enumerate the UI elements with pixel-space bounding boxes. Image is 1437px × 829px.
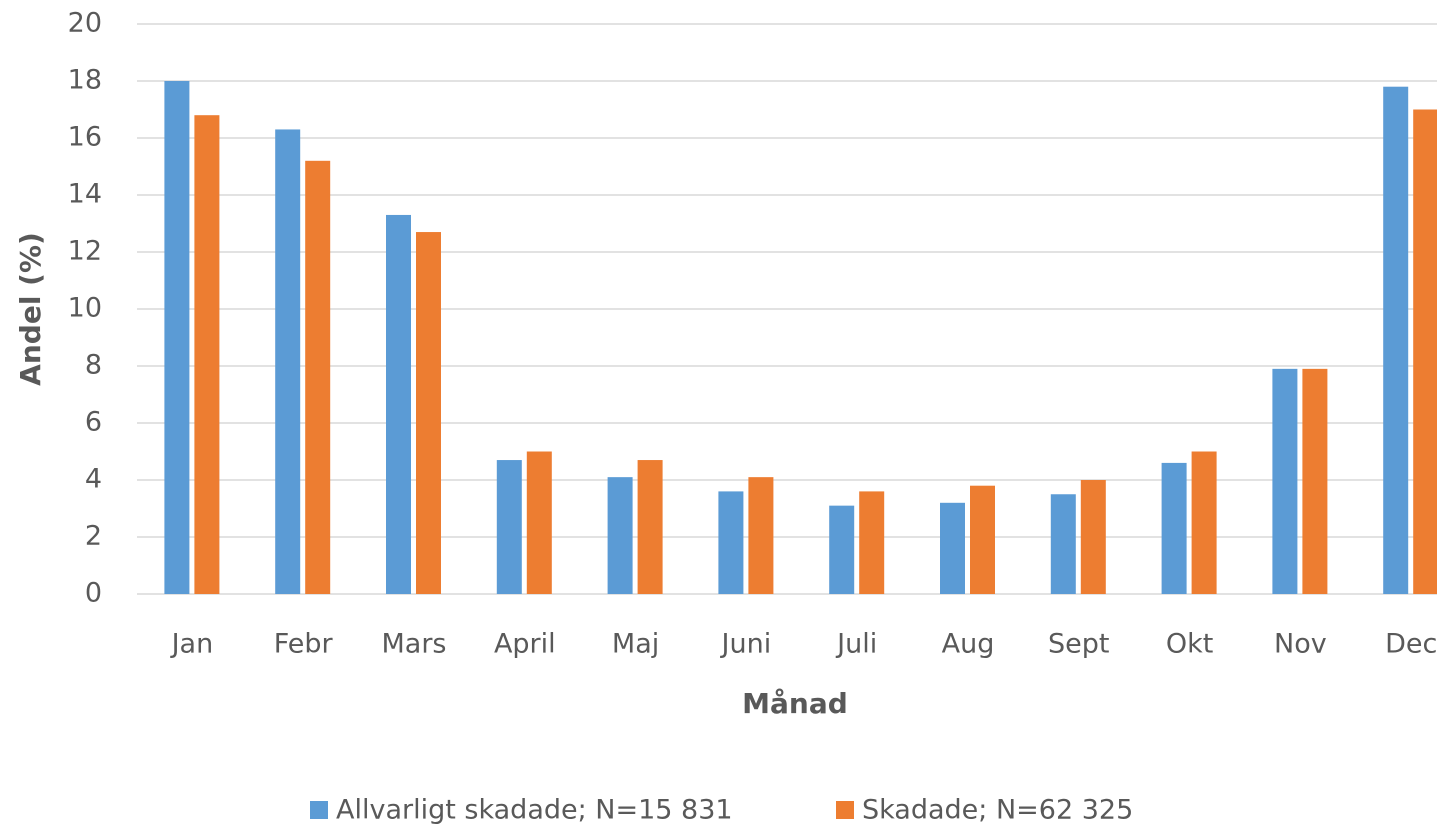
bar [194,115,220,594]
bar [940,502,965,594]
x-tick-label: Febr [274,629,334,660]
bar [1383,86,1409,594]
bar [275,129,301,594]
bar [386,214,411,594]
y-tick-label: 12 [68,236,102,267]
legend-swatch [310,801,328,819]
y-axis-title: Andel (%) [14,232,47,386]
y-tick-label: 14 [68,179,102,210]
bar [1080,480,1106,594]
x-tick-label: Dec [1385,629,1437,660]
bar [970,485,995,594]
y-tick-label: 16 [68,122,102,153]
bar [1191,451,1217,594]
y-tick-label: 0 [85,578,102,609]
y-tick-label: 8 [85,350,102,381]
bar [748,477,774,594]
bar [859,491,885,594]
y-tick-label: 18 [68,65,102,96]
legend-swatch [836,801,854,819]
x-tick-label: Aug [942,629,995,660]
bar [1050,494,1076,594]
y-tick-label: 2 [85,521,102,552]
x-tick-label: Nov [1274,629,1327,660]
x-tick-label: Juni [720,629,772,660]
bar [1302,368,1328,594]
bar [1272,368,1298,594]
x-tick-label: Sept [1048,629,1109,660]
bar [1413,109,1437,594]
x-tick-label: April [494,629,556,660]
bar [607,477,633,594]
bar [1161,462,1187,594]
x-tick-label: Juli [835,629,877,660]
bar [637,460,663,594]
x-tick-label: Mars [381,629,446,660]
y-tick-label: 10 [68,293,102,324]
y-tick-label: 4 [85,464,102,495]
x-tick-label: Maj [612,629,659,660]
y-tick-label: 6 [85,407,102,438]
x-tick-label: Jan [170,629,214,660]
bar [526,451,552,594]
y-tick-label: 20 [68,8,102,39]
x-axis-title: Månad [742,687,848,720]
bar [416,232,441,595]
legend-label: Skadade; N=62 325 [862,795,1133,826]
legend-label: Allvarligt skadade; N=15 831 [336,795,733,826]
bar [164,81,190,594]
bar [829,505,855,594]
bar [496,460,522,594]
bar [718,491,744,594]
bar [305,160,331,595]
x-tick-label: Okt [1166,629,1213,660]
